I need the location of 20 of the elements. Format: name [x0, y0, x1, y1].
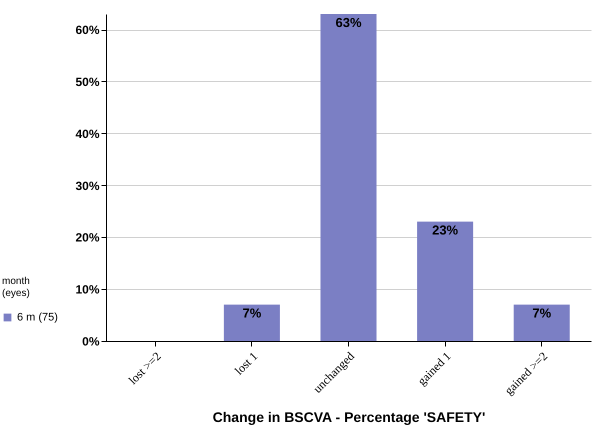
y-tick-label: 50% [75, 74, 100, 89]
bar [514, 304, 570, 341]
data-label: 7% [532, 306, 552, 321]
y-tick-label: 20% [75, 230, 100, 245]
legend-label: 6 m (75) [17, 312, 58, 324]
y-tick-label: 0% [82, 334, 100, 348]
x-tick-label: lost >=2 [126, 349, 164, 388]
bar [224, 304, 280, 341]
data-label: 23% [432, 222, 459, 238]
data-label: 7% [242, 306, 262, 321]
x-tick-label: lost 1 [232, 349, 260, 378]
legend-title: month (eyes) [2, 276, 30, 299]
y-tick-label: 60% [75, 23, 100, 38]
bar [417, 222, 474, 341]
data-label: 63% [335, 15, 362, 30]
bar [320, 14, 377, 341]
y-tick-label: 40% [75, 126, 100, 141]
y-tick-label: 10% [75, 282, 100, 297]
y-tick-label: 30% [75, 178, 100, 193]
x-axis-title: Change in BSCVA - Percentage 'SAFETY' [212, 408, 486, 425]
